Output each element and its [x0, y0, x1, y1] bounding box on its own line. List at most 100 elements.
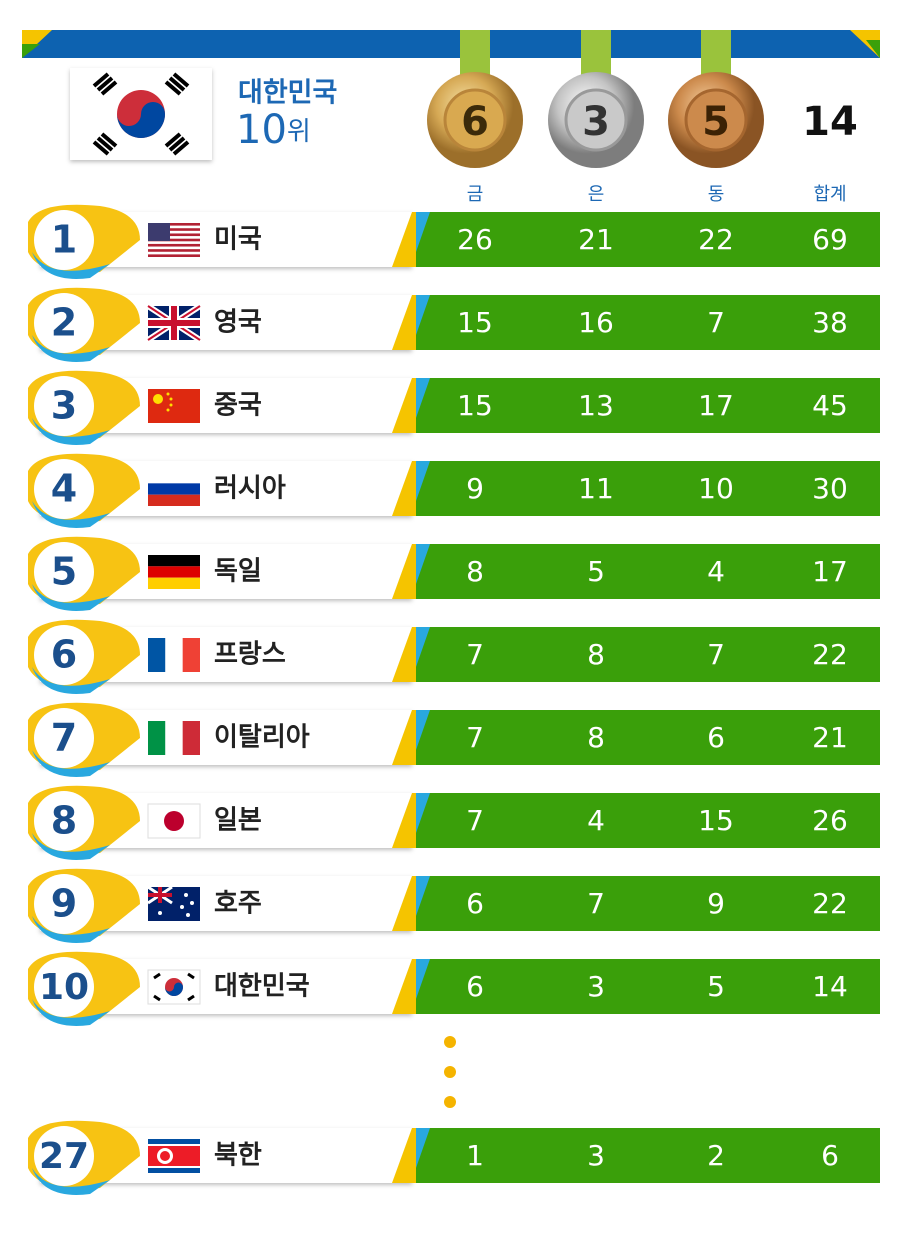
value-cell: 1: [466, 1139, 484, 1172]
table-row: 8 일본 7 4 15 26: [28, 785, 880, 860]
top-bar: [22, 30, 880, 58]
header-country: 대한민국: [238, 78, 337, 109]
value-cell: 8: [587, 721, 605, 754]
row-accent: [392, 212, 416, 267]
table-row: 6 프랑스 7 8 7 22: [28, 619, 880, 694]
table-row: 3 중국 15 13 17 45: [28, 370, 880, 445]
value-cell: 7: [707, 306, 725, 339]
value-cell: 22: [812, 887, 848, 920]
rank: 27: [39, 1136, 89, 1177]
rank-badge: [32, 833, 110, 860]
rank: 9: [51, 882, 77, 926]
value-cell: 7: [466, 638, 484, 671]
country: 프랑스: [214, 640, 286, 670]
value-cell: 22: [812, 638, 848, 671]
gold-count: 6: [461, 99, 489, 145]
value-cell: 22: [698, 223, 734, 256]
row-accent: [416, 627, 430, 667]
row-accent: [416, 1128, 430, 1168]
rank-badge: [34, 874, 94, 934]
row-accent: [416, 295, 430, 335]
row-accent: [416, 461, 430, 501]
value-cell: 5: [587, 555, 605, 588]
value-cell: 10: [698, 472, 734, 505]
value-cell: 4: [707, 555, 725, 588]
value-cell: 21: [812, 721, 848, 754]
table-row: 2 영국 15 16 7 38: [28, 287, 880, 362]
gold-medal: [427, 30, 523, 168]
value-cell: 9: [466, 472, 484, 505]
rank-badge: [34, 957, 94, 1017]
value-cell: 14: [812, 970, 848, 1003]
flag: [148, 223, 200, 257]
country: 호주: [214, 889, 262, 919]
silver-medal: [548, 30, 644, 168]
value-cell: 21: [578, 223, 614, 256]
value-cell: 9: [707, 887, 725, 920]
value-cell: 7: [587, 887, 605, 920]
flag: [146, 303, 202, 343]
column-labels: 금 은 동 합계: [467, 184, 847, 205]
rank-badge: [34, 791, 94, 851]
value-cell: 17: [812, 555, 848, 588]
rank-badge: [32, 667, 110, 694]
total-count: 14: [802, 99, 858, 145]
silver-count: 3: [582, 99, 610, 145]
column-label: 동: [708, 184, 725, 205]
country: 일본: [214, 806, 262, 836]
row-values-panel: [416, 793, 880, 848]
rank: 10: [39, 967, 89, 1008]
rank-badge: [34, 625, 94, 685]
table-row: 9 호주 6 7 9 22: [28, 868, 880, 943]
flag: [148, 638, 200, 672]
row-accent: [416, 959, 430, 999]
medals: 6 3 5 14: [427, 30, 858, 168]
rank: 3: [51, 384, 77, 428]
country: 미국: [214, 225, 262, 255]
rank-badge: [34, 1126, 94, 1186]
row-accent: [392, 295, 416, 350]
row-accent: [416, 793, 430, 833]
value-cell: 15: [457, 389, 493, 422]
value-cell: 6: [821, 1139, 839, 1172]
rank-badge: [32, 750, 110, 777]
value-cell: 69: [812, 223, 848, 256]
value-cell: 8: [466, 555, 484, 588]
rank-badge: [34, 542, 94, 602]
row-accent: [392, 461, 416, 516]
row-accent: [392, 793, 416, 848]
flag: [147, 803, 201, 839]
rank-badge: [34, 293, 94, 353]
column-label: 은: [588, 184, 605, 205]
value-cell: 16: [578, 306, 614, 339]
rank-badge: [32, 916, 110, 943]
table-row: 1 미국 26 21 22 69: [28, 204, 880, 279]
row-accent: [416, 212, 430, 252]
flag: [147, 885, 200, 921]
column-label: 금: [467, 184, 484, 205]
value-cell: 17: [698, 389, 734, 422]
rank-badge: [32, 252, 110, 279]
row-values-panel: [416, 544, 880, 599]
value-cell: 13: [578, 389, 614, 422]
value-cell: 6: [466, 887, 484, 920]
rank-badge: [34, 708, 94, 768]
value-cell: 8: [587, 638, 605, 671]
flag: [148, 721, 200, 755]
value-cell: 7: [466, 804, 484, 837]
rank: 8: [51, 799, 77, 843]
value-cell: 6: [466, 970, 484, 1003]
table-row: 5 독일 8 5 4 17: [28, 536, 880, 611]
row-accent: [392, 710, 416, 765]
rank-badge: [32, 1168, 110, 1195]
table-row: 10 대한민국 6 3 5 14: [28, 951, 880, 1026]
rank: 2: [51, 301, 77, 345]
country: 영국: [214, 308, 262, 338]
row-accent: [392, 876, 416, 931]
value-cell: 7: [466, 721, 484, 754]
value-cell: 7: [707, 638, 725, 671]
country: 이탈리아: [214, 723, 310, 753]
rank-badge: [32, 999, 110, 1026]
rank: 7: [51, 716, 77, 760]
